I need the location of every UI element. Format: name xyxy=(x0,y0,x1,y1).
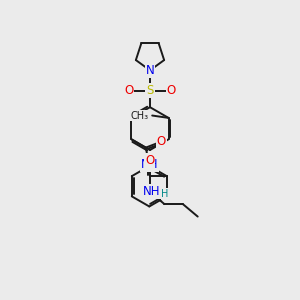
Text: CH₃: CH₃ xyxy=(130,110,148,121)
Text: N: N xyxy=(146,64,154,77)
Text: H: H xyxy=(161,189,169,199)
Text: O: O xyxy=(145,154,154,167)
Text: O: O xyxy=(157,135,166,148)
Text: O: O xyxy=(124,84,133,97)
Text: S: S xyxy=(146,84,154,97)
Text: NH: NH xyxy=(141,158,158,171)
Text: O: O xyxy=(167,84,176,97)
Text: NH: NH xyxy=(142,185,160,198)
